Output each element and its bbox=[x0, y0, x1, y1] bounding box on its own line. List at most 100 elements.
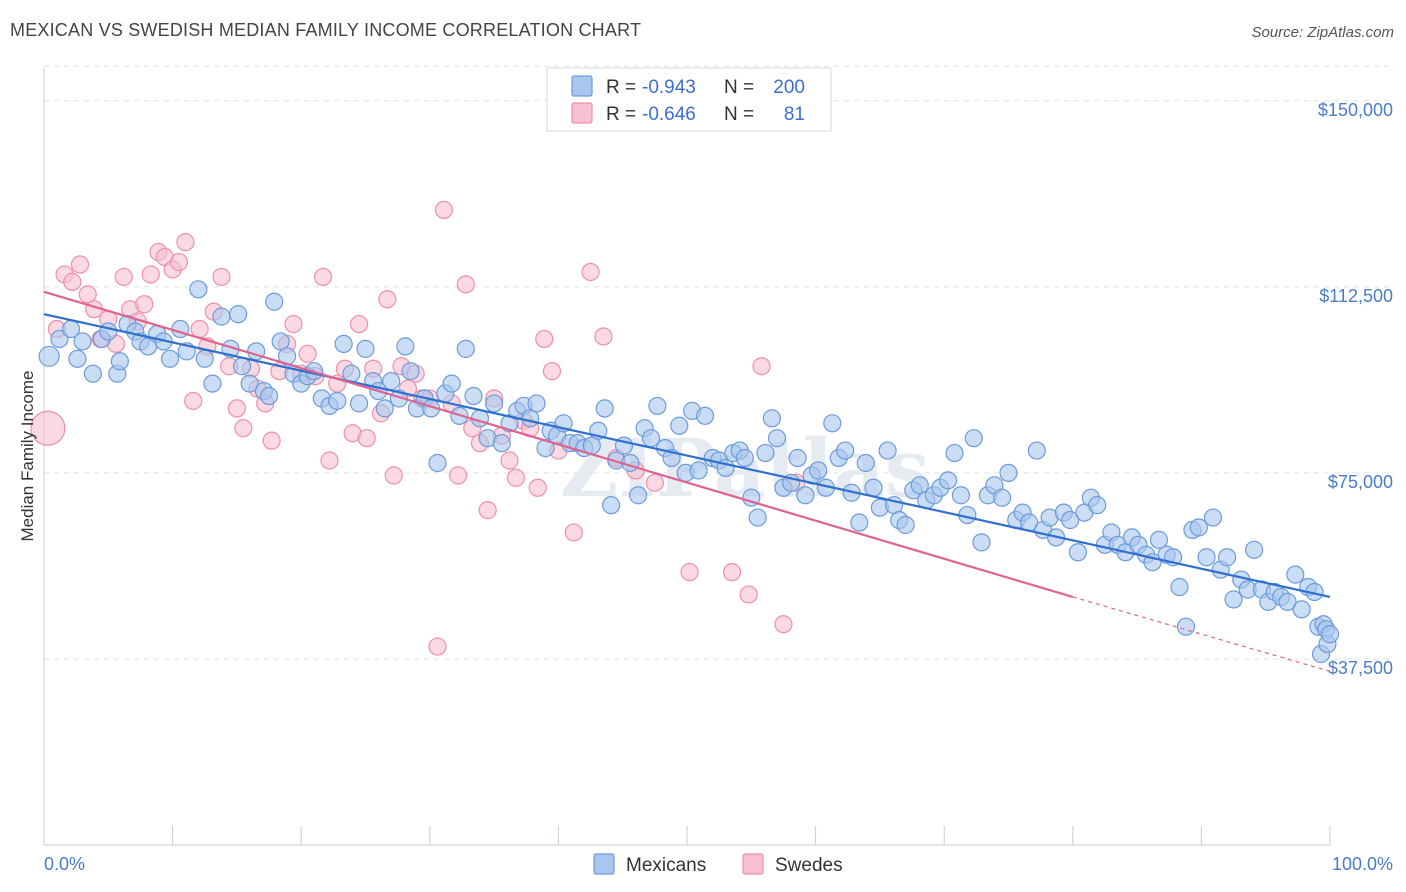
swedes-point bbox=[70, 255, 90, 274]
mexicans-point bbox=[972, 533, 991, 552]
swedes-point bbox=[564, 523, 583, 542]
swedes-point bbox=[227, 399, 246, 418]
legend-n-label-mexicans: N = bbox=[724, 77, 754, 98]
mexicans-point bbox=[856, 453, 875, 473]
swedes-point bbox=[384, 466, 403, 485]
mexicans-point bbox=[232, 357, 252, 376]
swedes-point bbox=[135, 295, 154, 314]
legend-box bbox=[546, 67, 832, 132]
mexicans-point bbox=[442, 374, 461, 393]
mexicans-point bbox=[788, 448, 807, 468]
swedes-point bbox=[234, 419, 253, 438]
swedes-point bbox=[739, 585, 758, 604]
mexicans-point bbox=[375, 399, 394, 418]
y-tick-label: $112,500 bbox=[1319, 286, 1393, 306]
mexicans-point bbox=[938, 471, 958, 490]
mexicans-point bbox=[428, 453, 447, 473]
swedes-point bbox=[645, 473, 664, 492]
legend-r-value-swedes: -0.646 bbox=[642, 104, 696, 125]
mexicans-point bbox=[951, 486, 971, 505]
swedes-point bbox=[169, 252, 189, 272]
mexicans-point bbox=[1218, 548, 1237, 567]
mexicans-point bbox=[1320, 625, 1340, 644]
legend: R = -0.943 N = 200 R = -0.646 N = 81 bbox=[546, 67, 832, 132]
swedes-point bbox=[284, 314, 303, 334]
mexicans-point bbox=[689, 461, 708, 480]
legend-n-value-swedes: 81 bbox=[784, 104, 805, 125]
swedes-point bbox=[535, 329, 554, 349]
mexicans-point bbox=[1149, 530, 1169, 549]
mexicans-point bbox=[836, 441, 855, 460]
swedes-point bbox=[680, 563, 699, 582]
swedes-point bbox=[448, 466, 468, 485]
mexicans-point bbox=[110, 352, 129, 371]
mexicans-point bbox=[823, 414, 842, 433]
mexicans-point bbox=[735, 448, 754, 468]
mexicans-point bbox=[1189, 518, 1208, 537]
y-tick-label: $75,000 bbox=[1328, 472, 1393, 492]
trend-lines bbox=[43, 290, 1331, 672]
mexicans-point bbox=[464, 386, 483, 406]
mexicans-point bbox=[356, 339, 375, 358]
mexicans-point bbox=[334, 334, 353, 354]
bottom-legend-mexicans: Mexicans bbox=[626, 855, 706, 876]
bottom-legend-swatch-swedes bbox=[742, 853, 764, 875]
mexicans-point bbox=[265, 292, 284, 311]
bottom-legend-swedes: Swedes bbox=[775, 855, 843, 876]
mexicans-point bbox=[83, 364, 102, 383]
bottom-legend-swatch-mexicans bbox=[593, 853, 615, 875]
mexicans-point bbox=[1197, 548, 1216, 567]
mexicans-point bbox=[73, 332, 92, 351]
mexicans-point bbox=[767, 429, 787, 448]
mexicans-point bbox=[382, 372, 401, 391]
y-tick-label: $150,000 bbox=[1318, 100, 1393, 120]
mexicans-point bbox=[259, 386, 279, 406]
y-axis: $37,500 $75,000 $112,500 $150,000 bbox=[43, 68, 1393, 845]
legend-n-value-mexicans: 200 bbox=[773, 77, 805, 98]
swedes-point bbox=[212, 267, 231, 287]
mexicans-points bbox=[38, 280, 1340, 664]
swedes-point bbox=[262, 431, 281, 450]
mexicans-point bbox=[629, 486, 648, 505]
mexicans-point bbox=[1088, 496, 1107, 515]
mexicans-point bbox=[1278, 592, 1297, 611]
mexicans-point bbox=[485, 394, 504, 413]
y-axis-label: Median Family Income bbox=[18, 370, 37, 541]
mexicans-point bbox=[595, 399, 614, 418]
y-tick-label: $37,500 bbox=[1328, 658, 1393, 678]
swedes-point bbox=[349, 314, 369, 334]
swedes-point bbox=[428, 637, 447, 656]
swedes-point bbox=[141, 265, 160, 284]
swedes-point bbox=[114, 267, 133, 287]
mexicans-point bbox=[762, 409, 781, 428]
mexicans-point bbox=[229, 305, 248, 324]
chart-title: MEXICAN VS SWEDISH MEDIAN FAMILY INCOME … bbox=[10, 20, 642, 40]
swedes-point bbox=[456, 275, 475, 294]
swedes-trend-line bbox=[43, 290, 1074, 598]
mexicans-point bbox=[1176, 617, 1196, 636]
swedes-point bbox=[313, 267, 333, 287]
swedes-point bbox=[298, 344, 317, 363]
mexicans-point bbox=[896, 515, 915, 535]
legend-r-label-swedes: R = bbox=[606, 104, 636, 125]
mexicans-point bbox=[99, 322, 118, 341]
swedes-point bbox=[184, 391, 203, 411]
mexicans-point bbox=[964, 429, 983, 448]
mexicans-point bbox=[878, 441, 897, 460]
legend-swatch-mexicans bbox=[571, 75, 593, 97]
mexicans-point bbox=[1068, 543, 1088, 562]
mexicans-point bbox=[212, 307, 231, 326]
mexicans-point bbox=[349, 394, 369, 413]
mexicans-point bbox=[999, 463, 1018, 483]
mexicans-point bbox=[1061, 510, 1080, 530]
mexicans-point bbox=[195, 349, 214, 368]
swedes-point bbox=[594, 327, 613, 346]
mexicans-point bbox=[396, 337, 415, 356]
mexicans-point bbox=[38, 345, 60, 367]
mexicans-point bbox=[602, 496, 621, 515]
swedes-point bbox=[500, 451, 519, 470]
swedes-point bbox=[581, 262, 600, 282]
source-label: Source: ZipAtlas.com bbox=[1251, 24, 1394, 41]
mexicans-point bbox=[809, 461, 828, 480]
